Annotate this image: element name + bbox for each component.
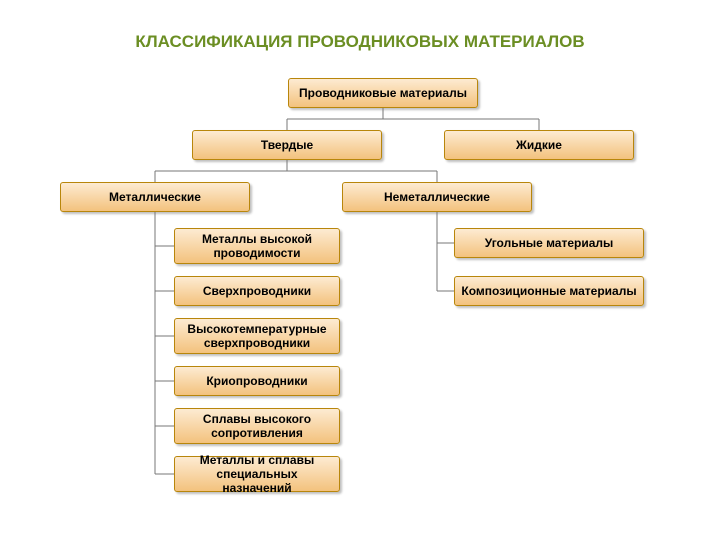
tree-node-m5: Сплавы высокого сопротивления xyxy=(174,408,340,444)
page-title: КЛАССИФИКАЦИЯ ПРОВОДНИКОВЫХ МАТЕРИАЛОВ xyxy=(0,32,720,52)
tree-node-m1: Металлы высокой проводимости xyxy=(174,228,340,264)
tree-node-nonmetal: Неметаллические xyxy=(342,182,532,212)
tree-node-root: Проводниковые материалы xyxy=(288,78,478,108)
tree-node-liquid: Жидкие xyxy=(444,130,634,160)
tree-node-nm2: Композиционные материалы xyxy=(454,276,644,306)
tree-node-metal: Металлические xyxy=(60,182,250,212)
tree-node-m6: Металлы и сплавы специальных назначений xyxy=(174,456,340,492)
tree-node-m3: Высокотемпературные сверхпроводники xyxy=(174,318,340,354)
tree-node-m2: Сверхпроводники xyxy=(174,276,340,306)
tree-node-nm1: Угольные материалы xyxy=(454,228,644,258)
tree-node-m4: Криопроводники xyxy=(174,366,340,396)
tree-node-solid: Твердые xyxy=(192,130,382,160)
